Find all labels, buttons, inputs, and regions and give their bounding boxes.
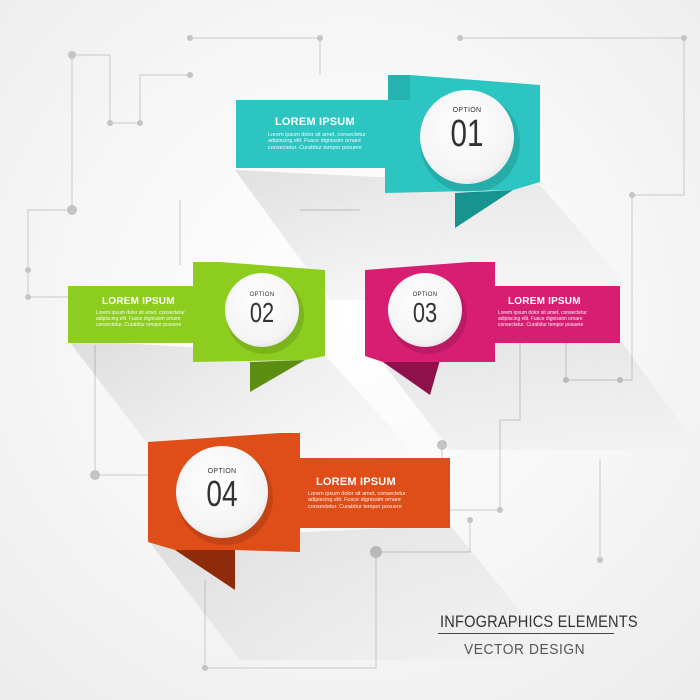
option-03-number: 03 [412,297,438,328]
footer-subtitle: VECTOR DESIGN [464,641,586,658]
option-02-badge: OPTION 02 [227,292,297,328]
option-03-badge: OPTION 03 [390,292,460,328]
option-03-body: Lorem ipsum dolor sit amet, consectetur … [498,310,587,328]
option-02-label: OPTION [249,292,275,298]
option-01-number: 01 [450,113,484,155]
option-circles [176,90,520,545]
option-01-label: OPTION [452,107,482,114]
option-04-label: OPTION [207,468,237,475]
option-01-heading: LOREM IPSUM [275,116,355,128]
option-03-label: OPTION [412,292,438,298]
option-04-number: 04 [206,473,238,514]
drop-shadows [68,170,700,660]
option-02-body: Lorem ipsum dolor sit amet, consectetur … [96,310,185,328]
option-04-heading: LOREM IPSUM [316,476,396,488]
option-04-badge: OPTION 04 [182,468,262,513]
option-01-body: Lorem ipsum dolor sit amet, consectetur … [268,132,366,151]
option-02-number: 02 [249,297,275,328]
footer-title: INFOGRAPHICS ELEMENTS [440,612,638,631]
option-01-badge: OPTION 01 [427,107,507,154]
option-03-heading: LOREM IPSUM [508,296,581,307]
footer-divider [438,633,614,634]
option-02-heading: LOREM IPSUM [102,296,175,307]
option-04-body: Lorem ipsum dolor sit amet, consectetur … [308,491,406,510]
